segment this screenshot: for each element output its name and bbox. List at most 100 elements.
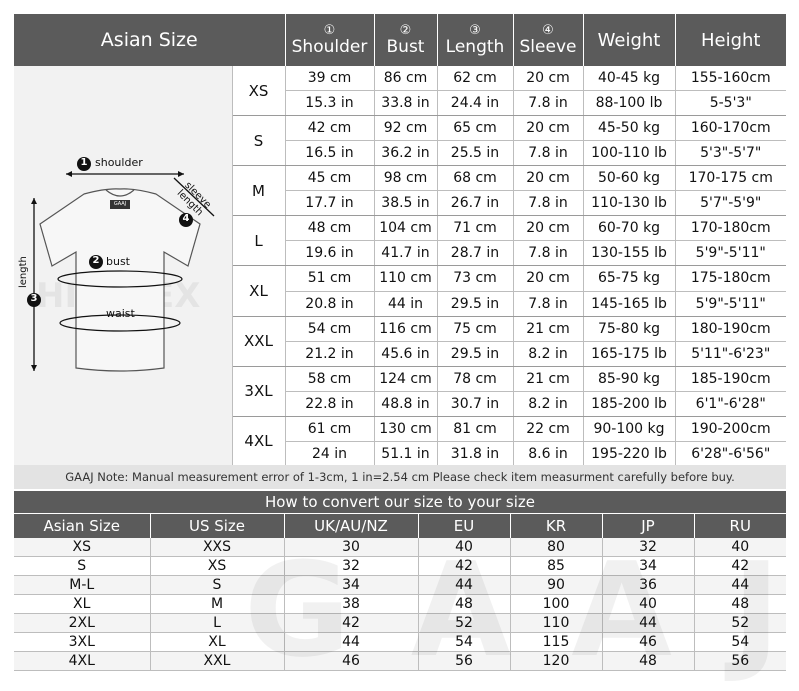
cell-in: 6'28"-6'56" xyxy=(675,441,786,467)
conversion-cell: 110 xyxy=(510,613,603,633)
cell-cm: 22 cm xyxy=(513,416,584,443)
cell-cm: 20 cm xyxy=(513,215,584,242)
header-weight: Weight xyxy=(583,14,676,66)
size-row-in: 21.2 in 45.6 in 29.5 in 8.2 in 165-175 lb 5'1… xyxy=(14,341,786,367)
conversion-cell: 34 xyxy=(284,575,419,595)
cell-cm: 51 cm xyxy=(285,265,375,292)
cell-in: 5'11"-6'23" xyxy=(675,341,786,367)
cell-in: 44 in xyxy=(374,291,438,317)
size-chart-header-row: Asian Size ① Shoulder ② Bust ③ Length ④ Slee… xyxy=(14,14,786,66)
waist-diagram-label: waist xyxy=(106,307,135,320)
cell-in: 7.8 in xyxy=(513,291,584,317)
size-label: XXL xyxy=(232,316,286,367)
cell-in: 21.2 in xyxy=(285,341,375,367)
cell-cm: 50-60 kg xyxy=(583,165,676,192)
conv-header-jp: JP xyxy=(602,514,695,538)
conversion-cell: 4XL xyxy=(14,651,151,671)
conversion-cell: XS xyxy=(150,556,285,576)
cell-in: 29.5 in xyxy=(437,291,514,317)
conversion-row: XS XXS 30 40 80 32 40 xyxy=(14,538,786,557)
cell-cm: 42 cm xyxy=(285,115,375,142)
cell-in: 6'1"-6'28" xyxy=(675,391,786,417)
badge-3-text: 3 xyxy=(30,293,38,304)
size-row-cm: S 42 cm 92 cm 65 cm 20 cm 45-50 kg 160-170cm xyxy=(14,115,786,167)
size-row-cm: 4XL 61 cm 130 cm 81 cm 22 cm 90-100 kg 190-200… xyxy=(14,416,786,468)
cell-cm: 54 cm xyxy=(285,316,375,342)
shoulder-label: Shoulder xyxy=(291,36,368,57)
diagram-cell: HISTREX 1 shoulder GAAJ xyxy=(14,66,233,467)
cell-cm: 65-75 kg xyxy=(583,265,676,292)
size-row-in: 24 in 51.1 in 31.8 in 8.6 in 195-220 lb 6'28"… xyxy=(14,441,786,467)
conversion-cell: 36 xyxy=(602,575,695,595)
cell-in: 25.5 in xyxy=(437,140,514,167)
tag-label: GAAJ xyxy=(113,201,127,207)
cell-in: 130-155 lb xyxy=(583,240,676,267)
conversion-cell: 48 xyxy=(694,594,786,614)
cell-cm: 86 cm xyxy=(374,66,438,91)
cell-in: 26.7 in xyxy=(437,190,514,217)
size-label: XL xyxy=(232,265,286,317)
conversion-cell: 30 xyxy=(284,538,419,557)
cell-cm: 45-50 kg xyxy=(583,115,676,142)
conversion-cell: 48 xyxy=(418,594,511,614)
cell-cm: 81 cm xyxy=(437,416,514,443)
size-row-in: 16.5 in 36.2 in 25.5 in 7.8 in 100-110 lb 5'3… xyxy=(14,140,786,167)
cell-cm: 98 cm xyxy=(374,165,438,192)
conversion-row: XL M 38 48 100 40 48 xyxy=(14,594,786,614)
cell-in: 41.7 in xyxy=(374,240,438,267)
cell-cm: 21 cm xyxy=(513,316,584,342)
conversion-cell: 80 xyxy=(510,538,603,557)
cell-in: 38.5 in xyxy=(374,190,438,217)
conversion-header-row: Asian Size US Size UK/AU/NZ EU KR JP RU xyxy=(14,514,786,538)
conversion-cell: 54 xyxy=(418,632,511,652)
conversion-cell: 85 xyxy=(510,556,603,576)
size-label: S xyxy=(232,115,286,167)
size-label: 4XL xyxy=(232,416,286,468)
cell-cm: 40-45 kg xyxy=(583,66,676,91)
size-chart-title: Asian Size xyxy=(14,14,286,66)
size-row-in: 19.6 in 41.7 in 28.7 in 7.8 in 130-155 lb 5'9… xyxy=(14,240,786,267)
cell-cm: 20 cm xyxy=(513,265,584,292)
cell-cm: 185-190cm xyxy=(675,366,786,392)
cell-in: 5'3"-5'7" xyxy=(675,140,786,167)
length-number: ③ xyxy=(469,22,481,38)
cell-in: 145-165 lb xyxy=(583,291,676,317)
header-length: ③ Length xyxy=(437,14,514,66)
conversion-cell: M-L xyxy=(14,575,151,595)
cell-cm: 60-70 kg xyxy=(583,215,676,242)
header-sleeve: ④ Sleeve xyxy=(513,14,584,66)
conversion-cell: 90 xyxy=(510,575,603,595)
cell-cm: 39 cm xyxy=(285,66,375,91)
cell-in: 110-130 lb xyxy=(583,190,676,217)
conv-header-us: US Size xyxy=(150,514,285,538)
conversion-cell: 56 xyxy=(418,651,511,671)
conversion-cell: 44 xyxy=(284,632,419,652)
bust-label: Bust xyxy=(386,36,425,57)
size-label: L xyxy=(232,215,286,267)
weight-label: Weight xyxy=(597,29,661,51)
shoulder-number: ① xyxy=(323,22,336,38)
cell-in: 8.2 in xyxy=(513,341,584,367)
conversion-cell: 44 xyxy=(602,613,695,633)
size-row-cm: HISTREX 1 shoulder GAAJ xyxy=(14,66,786,467)
cell-in: 28.7 in xyxy=(437,240,514,267)
conversion-table: Asian Size US Size UK/AU/NZ EU KR JP RU … xyxy=(14,514,786,671)
size-row-in: 22.8 in 48.8 in 30.7 in 8.2 in 185-200 lb 6'1… xyxy=(14,391,786,417)
cell-in: 8.2 in xyxy=(513,391,584,417)
header-height: Height xyxy=(675,14,786,66)
cell-in: 30.7 in xyxy=(437,391,514,417)
conversion-cell: 40 xyxy=(602,594,695,614)
cell-cm: 75 cm xyxy=(437,316,514,342)
size-row-cm: XXL 54 cm 116 cm 75 cm 21 cm 75-80 kg 180-190c… xyxy=(14,316,786,367)
cell-cm: 104 cm xyxy=(374,215,438,242)
cell-cm: 110 cm xyxy=(374,265,438,292)
cell-cm: 65 cm xyxy=(437,115,514,142)
cell-cm: 58 cm xyxy=(285,366,375,392)
cell-in: 5-5'3" xyxy=(675,90,786,116)
conversion-cell: 46 xyxy=(284,651,419,671)
cell-in: 195-220 lb xyxy=(583,441,676,467)
length-diagram-label: length xyxy=(18,256,29,288)
cell-in: 31.8 in xyxy=(437,441,514,467)
cell-in: 5'7"-5'9" xyxy=(675,190,786,217)
tshirt-illustration xyxy=(27,157,215,372)
